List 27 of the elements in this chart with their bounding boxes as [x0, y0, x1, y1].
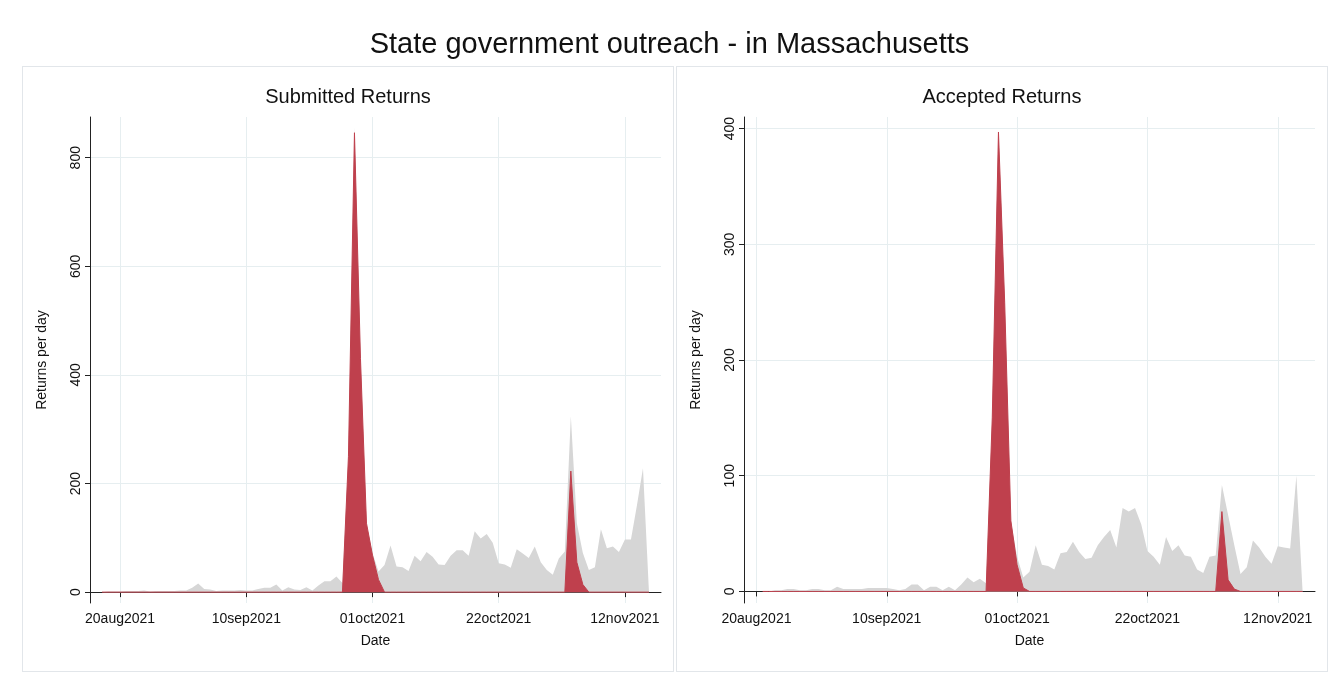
y-tick-label: 600 — [67, 254, 83, 279]
y-tick-label: 300 — [721, 232, 737, 256]
y-tick-label: 100 — [721, 463, 737, 488]
x-axis-title: Date — [1014, 632, 1045, 648]
y-tick-label: 200 — [67, 471, 83, 496]
x-tick-label: 01oct2021 — [984, 610, 1050, 626]
x-tick-label: 20aug2021 — [85, 610, 156, 626]
x-tick-label: 10sep2021 — [211, 610, 282, 626]
x-tick-label: 10sep2021 — [852, 610, 922, 626]
x-axis-title: Date — [360, 632, 391, 648]
y-tick-label: 400 — [721, 116, 737, 141]
chart-subtitle: Submitted Returns — [265, 85, 431, 107]
y-axis-title: Returns per day — [33, 310, 49, 410]
x-tick-label: 22oct2021 — [1114, 610, 1181, 626]
x-tick-label: 01oct2021 — [339, 610, 406, 626]
y-tick-label: 800 — [67, 145, 83, 170]
x-tick-label: 22oct2021 — [466, 610, 532, 626]
x-tick-label: 12nov2021 — [1243, 610, 1313, 626]
y-tick-label: 0 — [721, 587, 737, 596]
chart-subtitle: Accepted Returns — [922, 85, 1082, 107]
y-tick-label: 0 — [67, 588, 83, 597]
x-tick-label: 20aug2021 — [721, 610, 792, 626]
y-axis-title: Returns per day — [687, 310, 703, 410]
y-tick-label: 200 — [721, 348, 737, 372]
x-tick-label: 12nov2021 — [590, 610, 660, 626]
chart-title: State government outreach - in Massachusetts — [368, 26, 971, 61]
y-tick-label: 400 — [67, 363, 83, 387]
